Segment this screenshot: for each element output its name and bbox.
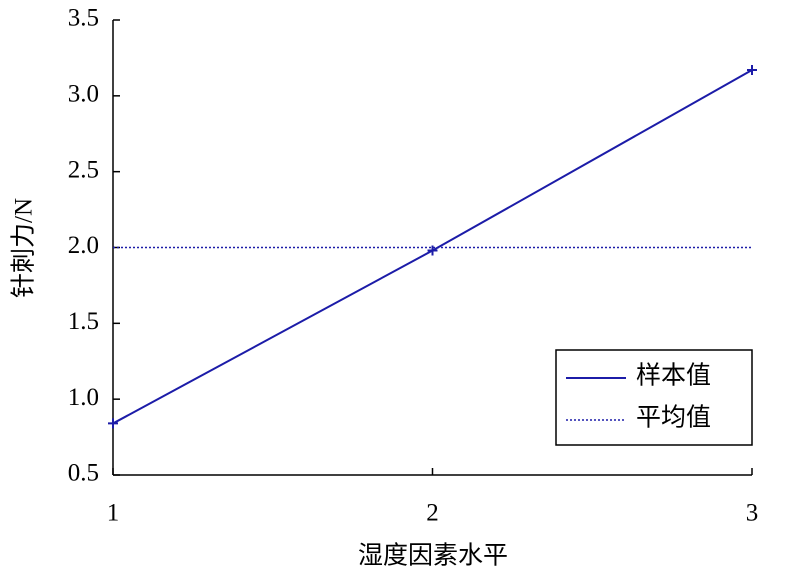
x-tick-label: 1	[107, 500, 120, 527]
y-tick-label: 0.5	[68, 460, 99, 487]
y-axis-title: 针刺力/N	[10, 198, 38, 298]
y-tick-label: 3.0	[68, 81, 99, 108]
legend-box	[555, 349, 753, 446]
legend-label: 样本值	[636, 362, 711, 390]
y-tick-label: 2.5	[68, 156, 99, 183]
y-tick-label: 1.5	[68, 308, 99, 335]
marker	[108, 418, 118, 429]
x-tick-label: 2	[426, 500, 439, 527]
y-tick-label: 1.0	[68, 384, 99, 411]
marker	[427, 245, 438, 256]
x-axis-title: 湿度因素水平	[358, 542, 508, 570]
x-tick-label: 3	[746, 500, 759, 527]
y-tick-label: 3.5	[68, 5, 99, 32]
marker	[747, 65, 757, 76]
legend-label: 平均值	[636, 404, 711, 432]
y-tick-label: 2.0	[68, 232, 99, 259]
